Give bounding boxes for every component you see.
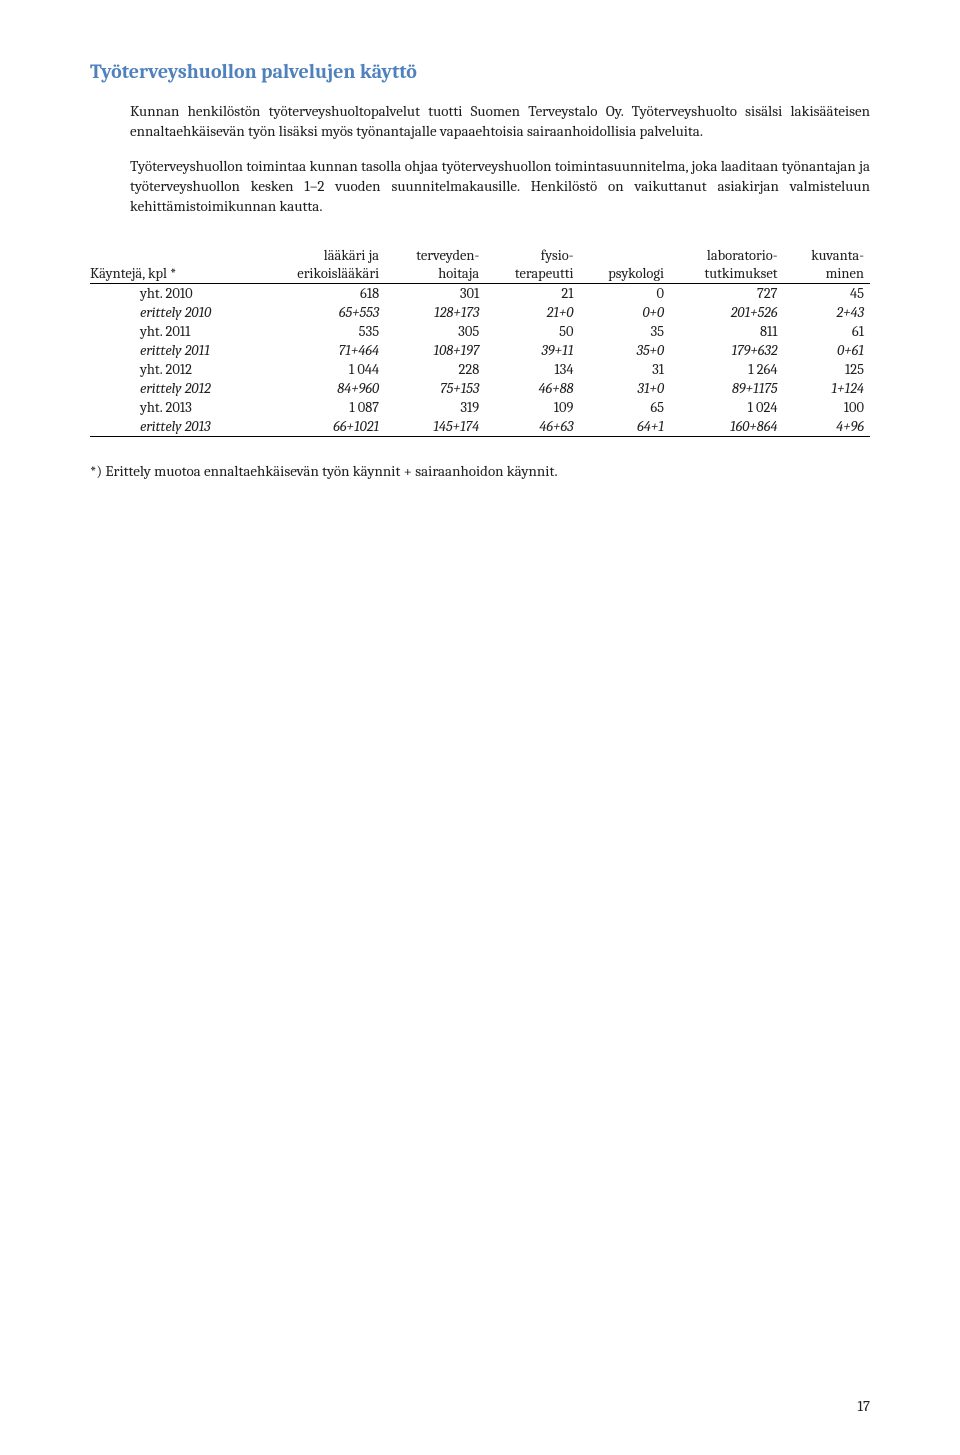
col-imaging: kuvanta- minen bbox=[783, 246, 870, 283]
cell: 160+864 bbox=[670, 417, 783, 437]
row-label: yht. 2010 bbox=[90, 284, 260, 304]
cell: 0+61 bbox=[783, 341, 870, 360]
col-doctor: lääkäri ja erikoislääkäri bbox=[260, 246, 385, 283]
cell: 1 024 bbox=[670, 398, 783, 417]
row-label: erittely 2013 bbox=[90, 417, 260, 437]
col-label: Käyntejä, kpl * bbox=[90, 246, 260, 283]
cell: 201+526 bbox=[670, 303, 783, 322]
cell: 65 bbox=[579, 398, 670, 417]
cell: 125 bbox=[783, 360, 870, 379]
cell: 1 044 bbox=[260, 360, 385, 379]
cell: 75+153 bbox=[385, 379, 485, 398]
cell: 727 bbox=[670, 284, 783, 304]
cell: 84+960 bbox=[260, 379, 385, 398]
cell: 618 bbox=[260, 284, 385, 304]
cell: 35 bbox=[579, 322, 670, 341]
row-label: yht. 2012 bbox=[90, 360, 260, 379]
cell: 109 bbox=[485, 398, 579, 417]
cell: 21 bbox=[485, 284, 579, 304]
table-row: yht. 20131 087319109651 024100 bbox=[90, 398, 870, 417]
col-physio: fysio- terapeutti bbox=[485, 246, 579, 283]
cell: 46+63 bbox=[485, 417, 579, 437]
visits-table: Käyntejä, kpl * lääkäri ja erikoislääkär… bbox=[90, 246, 870, 437]
table-row: yht. 201061830121072745 bbox=[90, 284, 870, 304]
cell: 1 087 bbox=[260, 398, 385, 417]
cell: 145+174 bbox=[385, 417, 485, 437]
row-label: yht. 2013 bbox=[90, 398, 260, 417]
col-nurse: terveyden- hoitaja bbox=[385, 246, 485, 283]
cell: 228 bbox=[385, 360, 485, 379]
cell: 1+124 bbox=[783, 379, 870, 398]
cell: 50 bbox=[485, 322, 579, 341]
table-row: yht. 20121 044228134311 264125 bbox=[90, 360, 870, 379]
cell: 128+173 bbox=[385, 303, 485, 322]
cell: 35+0 bbox=[579, 341, 670, 360]
cell: 46+88 bbox=[485, 379, 579, 398]
cell: 0+0 bbox=[579, 303, 670, 322]
cell: 64+1 bbox=[579, 417, 670, 437]
footnote: *) Erittely muotoa ennaltaehkäisevän työ… bbox=[90, 461, 870, 481]
cell: 301 bbox=[385, 284, 485, 304]
table-header-row: Käyntejä, kpl * lääkäri ja erikoislääkär… bbox=[90, 246, 870, 283]
cell: 61 bbox=[783, 322, 870, 341]
cell: 179+632 bbox=[670, 341, 783, 360]
page-number: 17 bbox=[858, 1397, 870, 1415]
row-label: erittely 2011 bbox=[90, 341, 260, 360]
table-row: erittely 201366+1021145+17446+6364+1160+… bbox=[90, 417, 870, 437]
row-label: erittely 2012 bbox=[90, 379, 260, 398]
row-label: erittely 2010 bbox=[90, 303, 260, 322]
cell: 21+0 bbox=[485, 303, 579, 322]
cell: 39+11 bbox=[485, 341, 579, 360]
cell: 31+0 bbox=[579, 379, 670, 398]
cell: 71+464 bbox=[260, 341, 385, 360]
cell: 811 bbox=[670, 322, 783, 341]
row-label: yht. 2011 bbox=[90, 322, 260, 341]
table-row: erittely 201171+464108+19739+1135+0179+6… bbox=[90, 341, 870, 360]
cell: 66+1021 bbox=[260, 417, 385, 437]
cell: 65+553 bbox=[260, 303, 385, 322]
cell: 1 264 bbox=[670, 360, 783, 379]
cell: 535 bbox=[260, 322, 385, 341]
cell: 108+197 bbox=[385, 341, 485, 360]
section-heading: Työterveyshuollon palvelujen käyttö bbox=[90, 60, 870, 83]
cell: 45 bbox=[783, 284, 870, 304]
table-row: yht. 2011535305503581161 bbox=[90, 322, 870, 341]
paragraph-1: Kunnan henkilöstön työterveyshuoltopalve… bbox=[130, 101, 870, 142]
cell: 31 bbox=[579, 360, 670, 379]
col-psychologist: psykologi bbox=[579, 246, 670, 283]
table-row: erittely 201065+553128+17321+00+0201+526… bbox=[90, 303, 870, 322]
table-row: erittely 201284+96075+15346+8831+089+117… bbox=[90, 379, 870, 398]
cell: 4+96 bbox=[783, 417, 870, 437]
cell: 0 bbox=[579, 284, 670, 304]
cell: 134 bbox=[485, 360, 579, 379]
cell: 89+1175 bbox=[670, 379, 783, 398]
col-lab: laboratorio- tutkimukset bbox=[670, 246, 783, 283]
cell: 100 bbox=[783, 398, 870, 417]
cell: 2+43 bbox=[783, 303, 870, 322]
cell: 319 bbox=[385, 398, 485, 417]
paragraph-2: Työterveyshuollon toimintaa kunnan tasol… bbox=[130, 156, 870, 217]
page: Työterveyshuollon palvelujen käyttö Kunn… bbox=[0, 0, 960, 1455]
cell: 305 bbox=[385, 322, 485, 341]
